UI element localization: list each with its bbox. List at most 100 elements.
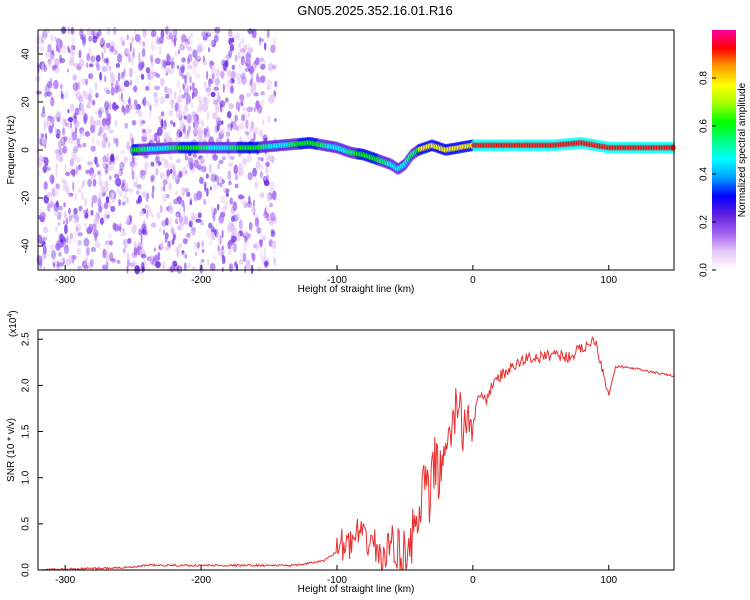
snr-y-ticks: 0.0 0.5 1.0 1.5 2.0 2.5 [21,332,43,577]
heatmap-noise-cell [64,90,69,100]
heatmap-noise-cell [212,234,215,241]
heatmap-noise-cell [119,87,126,93]
heatmap-noise-cell [98,192,103,200]
heatmap-noise-cell [70,213,77,219]
heatmap-noise-cell [88,73,94,80]
heatmap-noise-cell [203,127,208,136]
heatmap-noise-cell [192,59,199,68]
heatmap-noise-cell [108,129,115,135]
heatmap-noise-cell [253,106,256,113]
heatmap-noise-cell [158,227,162,234]
heatmap-noise-cell [186,46,193,52]
heatmap-noise-cell [69,239,72,245]
heatmap-noise-cell [212,183,218,191]
heatmap-noise-cell [181,94,186,99]
heatmap-noise-cell [162,193,167,202]
heatmap-noise-cell [256,227,262,235]
heatmap-noise-cell [71,38,75,45]
heatmap-noise-cell [160,111,165,117]
heatmap-noise-cell [89,119,95,126]
heatmap-noise-cell [255,181,258,188]
heatmap-noise-cell [68,136,74,145]
heatmap-noise-cell [238,61,244,71]
heatmap-noise-cell [199,44,206,52]
heatmap-noise-cell [108,142,111,148]
heatmap-noise-cell [270,229,275,234]
heatmap-noise-cell [68,255,73,264]
heatmap-noise-cell [85,62,89,69]
heatmap-noise-cell [43,181,48,190]
heatmap-noise-cell [81,130,85,137]
heatmap-noise-cell [147,192,150,199]
heatmap-x-tick-label: -200 [191,275,211,286]
heatmap-noise-cell [176,212,180,223]
heatmap-noise-cell [207,30,211,37]
heatmap-x-tick-label: -300 [55,275,75,286]
heatmap-noise-cell [114,104,117,112]
colorbar-label: Normalized spectral amplitude [737,82,748,217]
heatmap-noise-cell [183,262,187,272]
heatmap-noise-cell [189,197,193,204]
heatmap-noise-cell [219,128,226,135]
heatmap-noise-cell [142,27,145,37]
heatmap-noise-cell [245,59,251,68]
heatmap-noise-cell [221,229,224,239]
heatmap-noise-cell [221,179,225,185]
heatmap-noise-cell [46,191,53,198]
heatmap-noise-cell [196,118,199,129]
heatmap-noise-cell [140,169,147,176]
heatmap-noise-cell [182,83,185,91]
heatmap-noise-cell [229,197,233,205]
heatmap-noise-cell [179,207,182,215]
heatmap-noise-cell [236,32,240,41]
heatmap-noise-cell [70,44,75,50]
heatmap-noise-cell [197,42,203,50]
heatmap-noise-cell [131,156,138,162]
heatmap-noise-cell [59,234,65,240]
heatmap-noise-cell [36,90,42,95]
heatmap-noise-cell [91,29,95,36]
snr-panel: -300 -200 -100 0 100 0.0 0.5 1.0 1.5 2.0 2.5 Heig… [6,310,675,595]
heatmap-noise-cell [214,174,219,182]
heatmap-noise-cell [55,152,62,161]
heatmap-noise-cell [110,74,116,83]
snr-x-tick-label: 0 [470,575,476,586]
heatmap-noise-cell [48,54,55,61]
heatmap-noise-cell [114,178,119,186]
heatmap-noise-cell [210,91,216,98]
heatmap-noise-cell [202,102,208,113]
heatmap-noise-cell [186,162,191,169]
heatmap-noise-cell [105,137,108,143]
heatmap-noise-cell [175,245,181,255]
heatmap-noise-cell [92,178,97,187]
snr-x-axis-label: Height of straight line (km) [298,584,415,595]
heatmap-noise-cell [123,238,128,249]
heatmap-noise-cell [127,238,132,244]
heatmap-noise-cell [156,135,160,142]
heatmap-noise-cell [173,198,179,205]
heatmap-noise-cell [109,240,113,246]
heatmap-noise-cell [153,247,157,252]
heatmap-noise-cell [264,176,267,182]
heatmap-noise-cell [191,91,195,100]
heatmap-noise-cell [273,36,276,47]
heatmap-noise-cell [164,232,169,240]
heatmap-noise-cell [105,246,109,256]
heatmap-noise-cell [225,132,230,142]
heatmap-noise-cell [272,216,277,221]
heatmap-noise-cell [171,238,175,245]
heatmap-noise-cell [98,126,104,134]
heatmap-noise-cell [117,53,122,64]
heatmap-noise-cell [124,122,128,129]
heatmap-noise-cell [197,105,200,114]
heatmap-noise-cell [193,192,198,202]
heatmap-noise-cell [265,204,270,211]
heatmap-noise-cell [82,90,88,98]
heatmap-y-tick-label: 20 [21,96,32,108]
heatmap-noise-cell [116,226,122,231]
heatmap-noise-cell [186,262,192,269]
heatmap-noise-cell [234,260,238,267]
heatmap-noise-cell [174,50,178,58]
heatmap-noise-cell [227,79,233,88]
